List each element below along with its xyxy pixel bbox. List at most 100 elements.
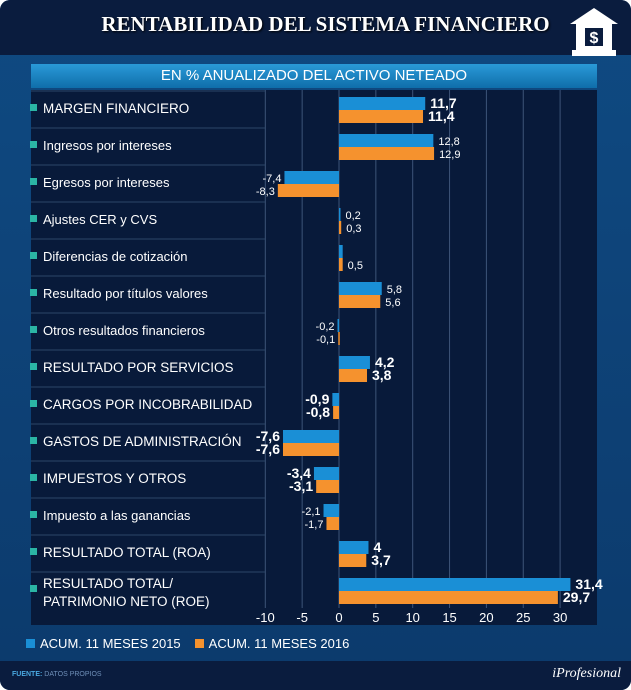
data-label: -1,7 [305,519,324,531]
bar-2016 [326,517,339,530]
category-label: CARGOS POR INCOBRABILIDAD [43,397,253,412]
bar-2015 [339,245,343,258]
row-bullet [30,585,37,592]
data-label: -0,9 [305,391,329,407]
bar-2015 [332,393,339,406]
data-label: -8,3 [256,186,275,198]
x-tick-label: 30 [553,610,567,625]
bar-2016 [333,406,339,419]
category-label: RESULTADO TOTAL (ROA) [43,545,211,560]
bar-2015 [339,282,382,295]
data-label: -3,4 [287,465,311,481]
category-label: GASTOS DE ADMINISTRACIÓN [43,434,242,449]
category-label: IMPUESTOS Y OTROS [43,471,186,486]
row-bullet [30,363,37,370]
x-tick-label: -10 [256,610,275,625]
category-label: RESULTADO TOTAL/ [43,576,173,591]
bar-2016 [339,110,424,123]
data-label: -7,6 [256,428,280,444]
bar-2015 [323,504,339,517]
data-label: -0,1 [316,334,335,346]
data-label: 11,7 [430,95,457,111]
bar-2016 [339,147,435,160]
title-bar: RENTABILIDAD DEL SISTEMA FINANCIERO $ [0,0,631,56]
page-title: RENTABILIDAD DEL SISTEMA FINANCIERO [101,12,550,36]
data-label: 4,2 [375,354,395,370]
row-bullet [30,252,37,259]
data-label: -0,2 [316,321,335,333]
legend-item-2015: ACUM. 11 MESES 2015 [26,636,181,651]
x-tick-label: 0 [335,610,342,625]
data-label: 0,3 [346,223,361,235]
data-label: -7,6 [256,441,280,457]
category-label: PATRIMONIO NETO (ROE) [43,594,210,609]
bar-2015 [337,319,340,332]
category-label: RESULTADO POR SERVICIOS [43,360,234,375]
row-bullet [30,437,37,444]
brand-logo: iProfesional [552,666,621,681]
bar-2015 [339,356,370,369]
x-tick-label: 5 [372,610,379,625]
row-bullet [30,178,37,185]
bar-2015 [313,467,339,480]
data-label: 12,8 [438,136,459,148]
legend: ACUM. 11 MESES 2015 ACUM. 11 MESES 2016 [26,636,349,651]
row-bullet [30,474,37,481]
bar-2016 [282,443,339,456]
row-bullet [30,326,37,333]
data-label: 0,5 [348,260,363,272]
bank-dollar-icon: $ [570,8,618,56]
data-label: -3,1 [289,478,313,494]
bar-2016 [338,332,340,345]
x-tick-label: 10 [405,610,419,625]
x-tick-label: -5 [296,610,308,625]
category-label: Ingresos por intereses [43,138,172,153]
bar-2016 [339,369,368,382]
bar-2015 [282,430,339,443]
x-tick-label: 25 [516,610,530,625]
row-bullet [30,400,37,407]
bar-2015 [339,578,571,591]
row-bullet [30,511,37,518]
category-label: Otros resultados financieros [43,323,205,338]
category-label: Ajustes CER y CVS [43,212,157,227]
data-label: -0,8 [306,404,330,420]
data-label: 12,9 [439,149,460,161]
bar-2015 [339,134,434,147]
svg-text:$: $ [590,30,599,47]
row-bullet [30,215,37,222]
bar-2016 [316,480,339,493]
chart-subtitle: EN % ANUALIZADO DEL ACTIVO NETEADO [31,64,597,88]
category-label: Impuesto a las ganancias [43,508,191,523]
category-label: Egresos por intereses [43,175,170,190]
row-bullet [30,104,37,111]
data-label: 4 [373,539,381,555]
bar-2016 [339,221,342,234]
category-label: Resultado por títulos valores [43,286,208,301]
source: FUENTE: DATOS PROPIOS [12,671,102,678]
data-label: 5,8 [387,284,402,296]
category-label: Diferencias de cotización [43,249,188,264]
row-bullet [30,289,37,296]
x-tick-label: 15 [442,610,456,625]
bar-2016 [277,184,339,197]
data-label: 5,6 [385,297,400,309]
footer: FUENTE: DATOS PROPIOS iProfesional [0,661,631,690]
data-label: 29,7 [563,589,590,605]
bar-2016 [339,591,558,604]
data-label: 31,4 [575,576,602,592]
bar-2016 [339,295,381,308]
x-tick-label: 20 [479,610,493,625]
row-bullet [30,548,37,555]
data-label: 3,7 [371,552,391,568]
data-label: -7,4 [262,173,281,185]
category-label: MARGEN FINANCIERO [43,101,189,116]
bar-2015 [339,97,426,110]
bar-2016 [339,554,367,567]
data-label: 3,8 [372,367,392,383]
bar-2015 [284,171,339,184]
bar-2016 [339,258,343,271]
row-bullet [30,141,37,148]
